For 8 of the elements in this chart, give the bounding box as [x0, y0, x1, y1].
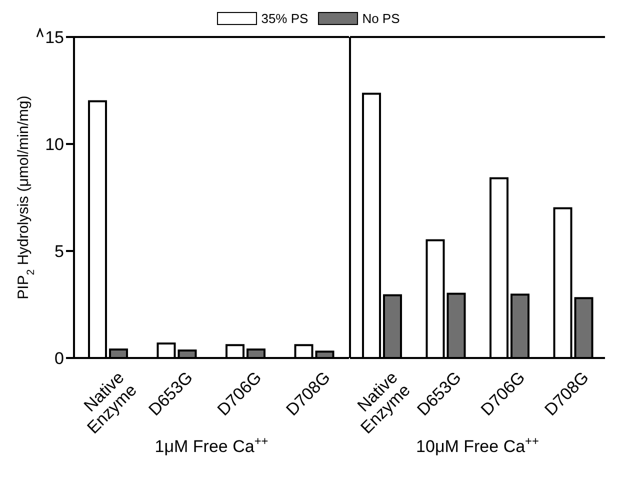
y-tick-label: 5	[54, 242, 64, 262]
legend-label: 35% PS	[261, 10, 308, 26]
y-tick-label: 10	[45, 135, 64, 154]
x-axis-title: 1μM Free Ca$^{++}$	[154, 434, 268, 456]
x-axis-title: 10μM Free Ca$^{++}$	[416, 434, 539, 456]
y-tick-label: 0	[54, 349, 64, 368]
y-tick-label: 15	[45, 28, 64, 48]
legend-label: No PS	[362, 10, 400, 26]
